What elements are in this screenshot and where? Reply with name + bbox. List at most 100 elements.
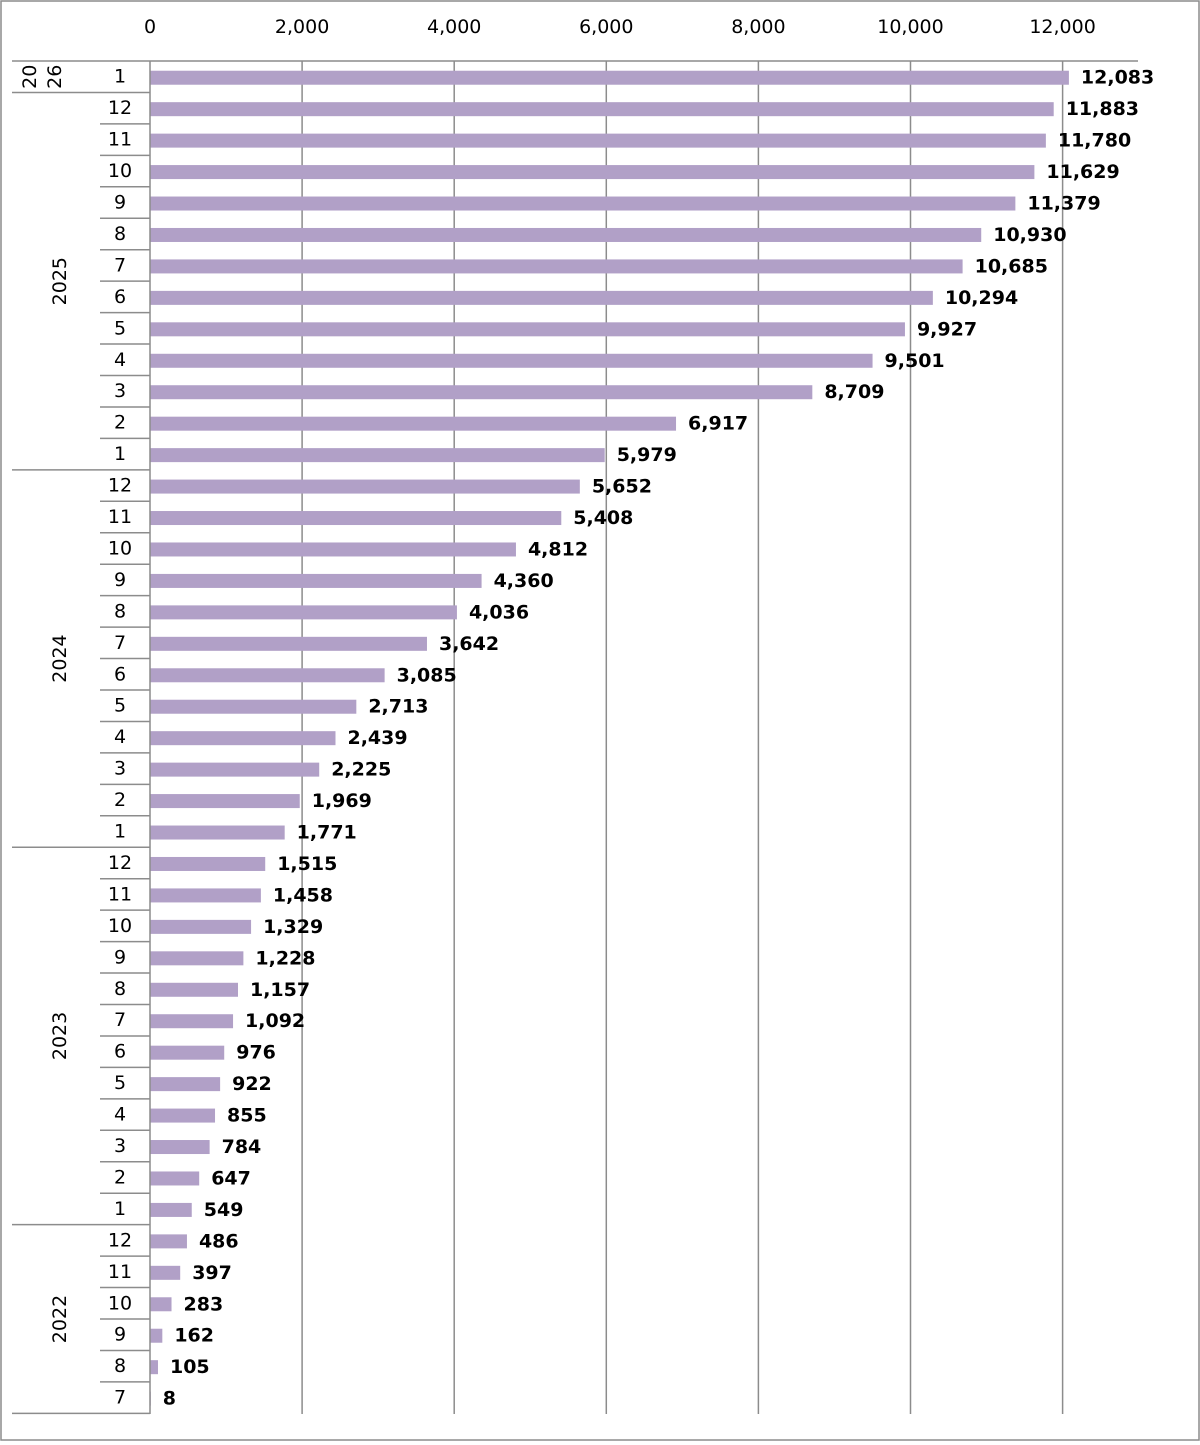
bar-2023-4 (150, 1108, 216, 1123)
month-label: 7 (114, 632, 126, 654)
month-label: 1 (114, 1198, 126, 1220)
month-label: 11 (108, 1261, 132, 1283)
x-tick-label: 10,000 (877, 16, 943, 38)
month-label: 4 (114, 726, 126, 748)
bar-2025-3 (150, 385, 813, 400)
month-label: 11 (108, 883, 132, 905)
bar-2024-6 (150, 668, 385, 683)
data-label: 1,969 (312, 790, 372, 812)
bar-2025-10 (150, 165, 1035, 180)
month-label: 12 (108, 475, 132, 497)
bar-2023-7 (150, 1014, 234, 1029)
data-label: 855 (227, 1105, 267, 1127)
bar-2022-9 (150, 1328, 163, 1343)
data-label: 4,036 (469, 601, 529, 623)
month-label: 2 (114, 789, 126, 811)
data-label: 1,329 (263, 916, 323, 938)
labels: 0 2,000 4,000 6,000 8,000 10,000 12,000 1 12,083… (19, 16, 1154, 1410)
month-label: 2 (114, 1166, 126, 1188)
data-label: 105 (170, 1356, 210, 1378)
data-label: 1,092 (245, 1010, 305, 1032)
month-label: 1 (114, 66, 126, 88)
month-label: 5 (114, 317, 126, 339)
month-label: 5 (114, 695, 126, 717)
bar-2024-5 (150, 699, 357, 714)
data-label: 4,812 (528, 538, 588, 560)
data-label: 5,408 (573, 507, 633, 529)
data-label: 5,652 (592, 476, 652, 498)
bar-2023-3 (150, 1140, 210, 1155)
month-label: 6 (114, 286, 126, 308)
bar-2025-11 (150, 133, 1046, 148)
bar-2024-2 (150, 794, 300, 809)
bar-2022-11 (150, 1265, 181, 1280)
data-label: 11,780 (1058, 130, 1131, 152)
x-tick-label: 12,000 (1029, 16, 1095, 38)
year-label: 26 (44, 65, 66, 89)
month-label: 8 (114, 600, 126, 622)
data-label: 486 (199, 1230, 239, 1252)
data-label: 9,501 (885, 350, 945, 372)
year-label: 2025 (49, 257, 71, 305)
data-label: 1,228 (255, 947, 315, 969)
bar-2025-6 (150, 290, 933, 305)
bar-2022-8 (150, 1360, 158, 1375)
bar-2025-2 (150, 416, 677, 431)
month-label: 10 (108, 537, 132, 559)
bar-2025-7 (150, 259, 963, 274)
month-label: 12 (108, 1229, 132, 1251)
bar-2025-9 (150, 196, 1016, 211)
data-label: 10,685 (975, 255, 1048, 277)
data-label: 11,629 (1046, 161, 1119, 183)
bar-2024-10 (150, 542, 516, 557)
bar-2025-8 (150, 227, 982, 242)
month-label: 4 (114, 1104, 126, 1126)
data-label: 283 (184, 1293, 224, 1315)
month-label: 10 (108, 915, 132, 937)
data-label: 1,157 (250, 979, 310, 1001)
month-label: 3 (114, 758, 126, 780)
data-label: 4,360 (494, 570, 554, 592)
bar-2024-11 (150, 511, 562, 526)
data-label: 2,713 (368, 696, 428, 718)
data-label: 8 (163, 1388, 176, 1410)
data-label: 6,917 (688, 413, 748, 435)
month-label: 9 (114, 946, 126, 968)
gridlines (301, 61, 1064, 1414)
bar-2024-1 (150, 825, 285, 840)
month-label: 8 (114, 223, 126, 245)
x-tick-label: 6,000 (579, 16, 633, 38)
data-label: 397 (192, 1262, 232, 1284)
bar-2025-1 (150, 448, 605, 463)
bar-2024-4 (150, 731, 336, 746)
data-label: 647 (211, 1167, 251, 1189)
bar-2025-4 (150, 353, 873, 368)
bar-2025-5 (150, 322, 905, 337)
month-label: 10 (108, 1292, 132, 1314)
bars (150, 70, 1069, 1406)
data-label: 922 (232, 1073, 272, 1095)
data-label: 8,709 (824, 381, 884, 403)
month-label: 7 (114, 254, 126, 276)
year-label: 20 (19, 65, 41, 89)
axes (12, 60, 1138, 1415)
month-label: 10 (108, 160, 132, 182)
data-label: 976 (236, 1042, 276, 1064)
month-label: 9 (114, 569, 126, 591)
month-label: 9 (114, 192, 126, 214)
month-label: 7 (114, 1387, 126, 1409)
bar-2025-12 (150, 102, 1054, 117)
month-label: 3 (114, 1135, 126, 1157)
data-label: 1,771 (297, 822, 357, 844)
bar-2024-3 (150, 762, 320, 777)
year-label: 2024 (49, 634, 71, 682)
bar-2023-2 (150, 1171, 200, 1186)
x-tick-label: 2,000 (275, 16, 329, 38)
data-label: 1,515 (277, 853, 337, 875)
bar-2024-8 (150, 605, 457, 620)
data-label: 3,085 (397, 664, 457, 686)
data-label: 12,083 (1081, 67, 1154, 89)
